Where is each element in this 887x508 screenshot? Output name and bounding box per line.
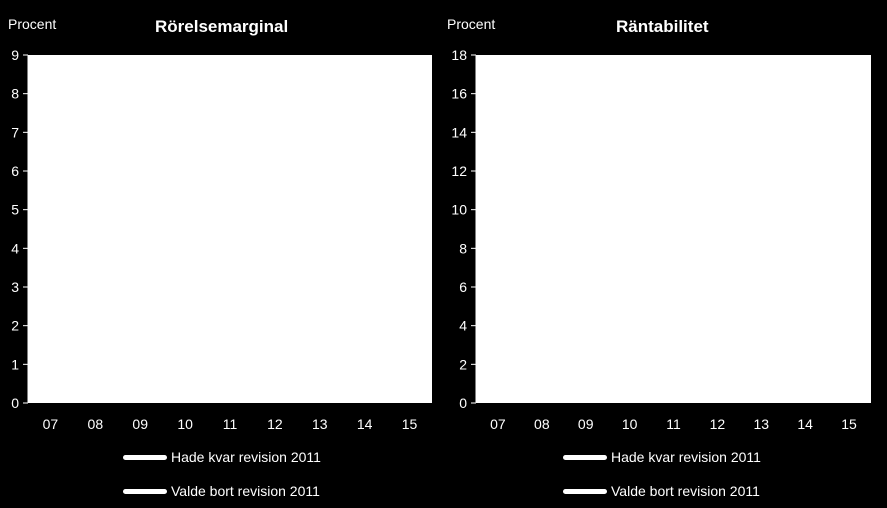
y-tick-label: 6 — [459, 279, 467, 295]
legend-label: Valde bort revision 2011 — [611, 483, 760, 499]
legend-item-valde-bort: Valde bort revision 2011 — [563, 483, 760, 499]
x-tick-label: 12 — [710, 416, 726, 432]
y-tick-label: 14 — [451, 124, 467, 140]
x-tick-label: 07 — [490, 416, 506, 432]
legend-label: Hade kvar revision 2011 — [611, 449, 761, 465]
legend-item-hade-kvar: Hade kvar revision 2011 — [563, 449, 761, 465]
x-tick-label: 09 — [578, 416, 594, 432]
x-tick-label: 14 — [357, 416, 373, 432]
y-tick-label: 0 — [459, 395, 467, 411]
x-tick-label: 10 — [622, 416, 638, 432]
y-tick-label: 0 — [11, 395, 19, 411]
y-tick-label: 5 — [11, 202, 19, 218]
y-tick-label: 1 — [11, 356, 19, 372]
y-tick-label: 18 — [451, 47, 467, 63]
y-tick-label: 2 — [459, 356, 467, 372]
legend-label: Valde bort revision 2011 — [171, 483, 320, 499]
legend-item-hade-kvar: Hade kvar revision 2011 — [123, 449, 321, 465]
x-tick-label: 09 — [132, 416, 148, 432]
x-tick-label: 12 — [267, 416, 283, 432]
y-tick-label: 9 — [11, 47, 19, 63]
chart-area: 0 2 4 6 8 10 12 14 16 18 07 08 09 10 11 12 13 14 15 — [451, 47, 871, 432]
legend-swatch — [123, 454, 167, 460]
x-tick-label: 15 — [841, 416, 857, 432]
x-tick-label: 11 — [666, 416, 681, 432]
x-tick-label: 15 — [402, 416, 418, 432]
y-tick-label: 6 — [11, 163, 19, 179]
chart-panel-rantabilitet: Procent Räntabilitet 0 2 4 6 8 10 12 14 16 18 07 08… — [440, 0, 887, 508]
x-tick-label: 08 — [88, 416, 104, 432]
y-tick-label: 4 — [11, 240, 19, 256]
legend-swatch — [123, 488, 167, 494]
legend-item-valde-bort: Valde bort revision 2011 — [123, 483, 320, 499]
y-tick-label: 12 — [451, 163, 467, 179]
x-tick-label: 07 — [43, 416, 59, 432]
x-tick-label: 13 — [312, 416, 328, 432]
chart-title: Rörelsemarginal — [155, 17, 289, 36]
y-tick-label: 2 — [11, 318, 19, 334]
plot-area — [476, 55, 871, 403]
x-tick-label: 10 — [177, 416, 193, 432]
legend-swatch — [563, 454, 607, 460]
x-tick-label: 14 — [797, 416, 813, 432]
x-tick-label: 08 — [534, 416, 550, 432]
plot-area — [28, 55, 432, 403]
chart-title: Räntabilitet — [616, 17, 709, 36]
y-tick-label: 8 — [459, 240, 467, 256]
y-tick-label: 4 — [459, 318, 467, 334]
y-axis-unit-label: Procent — [8, 16, 57, 32]
legend-swatch — [563, 488, 607, 494]
y-axis-unit-label: Procent — [447, 16, 496, 32]
y-tick-label: 8 — [11, 86, 19, 102]
y-tick-label: 3 — [11, 279, 19, 295]
y-tick-label: 10 — [451, 202, 467, 218]
x-tick-label: 13 — [753, 416, 769, 432]
legend-label: Hade kvar revision 2011 — [171, 449, 321, 465]
y-tick-label: 16 — [451, 86, 467, 102]
y-tick-label: 7 — [11, 124, 19, 140]
x-tick-label: 11 — [223, 416, 238, 432]
chart-panel-rorelsemarginal: Procent Rörelsemarginal 0 1 2 3 4 5 6 7 8 9 07 08 09… — [0, 0, 440, 508]
